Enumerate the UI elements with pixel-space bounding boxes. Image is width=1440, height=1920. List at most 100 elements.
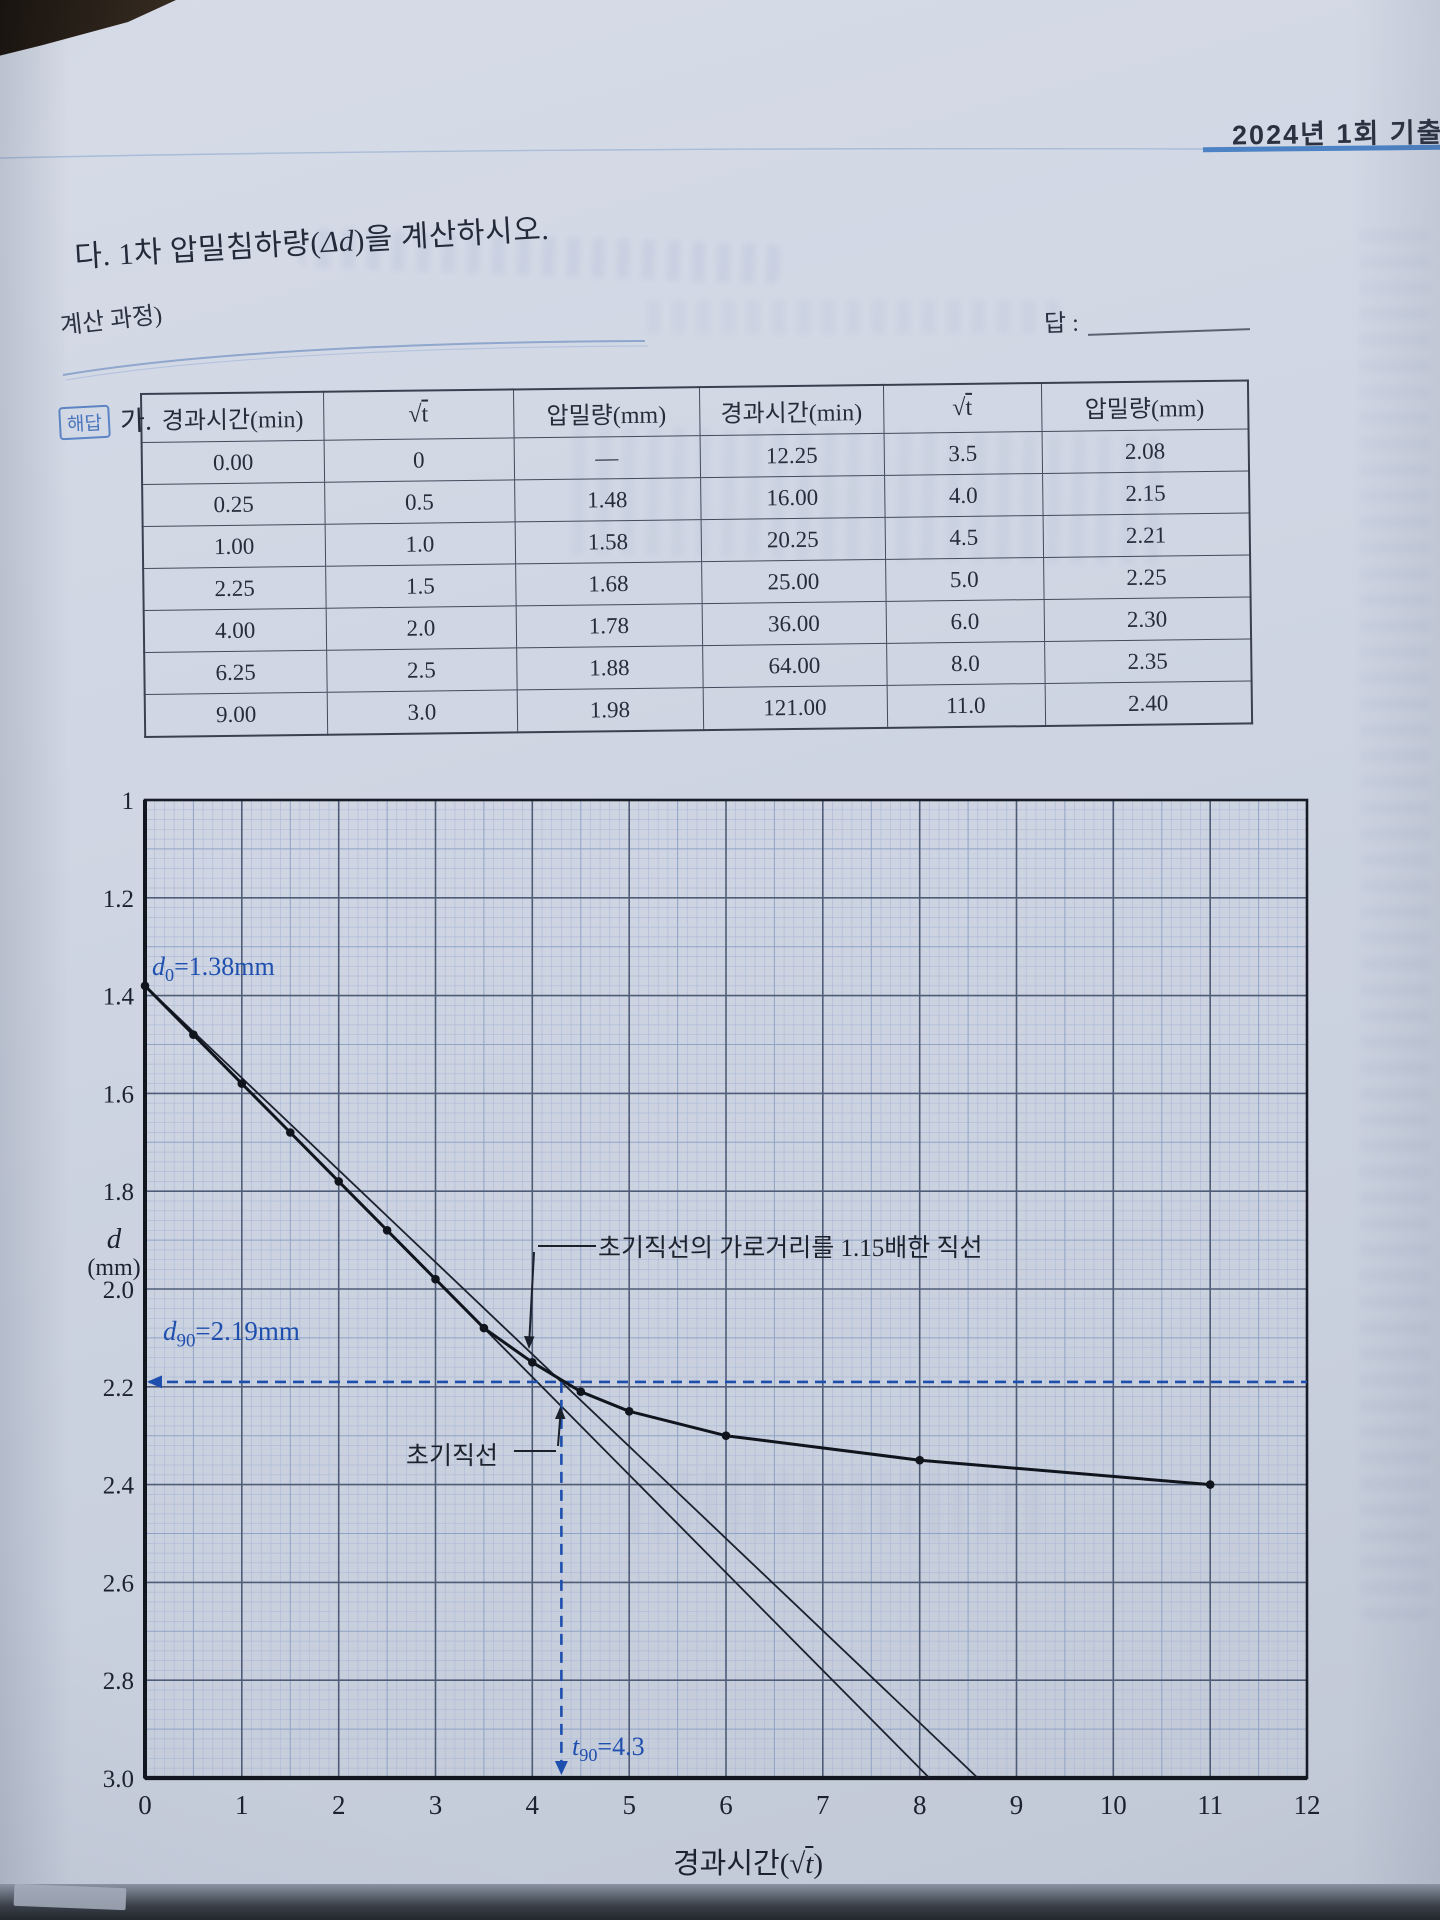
d0-value: =1.38mm <box>174 952 275 981</box>
data-point <box>915 1455 924 1465</box>
table-cell: 2.21 <box>1042 512 1251 558</box>
table-header-cell: 경과시간(min) <box>141 391 324 443</box>
data-point <box>382 1226 392 1235</box>
data-point <box>286 1128 295 1137</box>
table-cell: 0 <box>323 437 515 483</box>
table-cell: 1.5 <box>325 563 516 609</box>
y-tick-label: 2.4 <box>103 1473 135 1500</box>
table-cell: 64.00 <box>702 643 887 688</box>
table-cell: 1.68 <box>515 561 702 606</box>
table-cell: 121.00 <box>702 685 888 731</box>
desk-edge-bottom <box>0 1884 1440 1920</box>
y-tick-label: 3.0 <box>103 1766 134 1793</box>
question-delta-d: Δd <box>319 224 356 260</box>
calc-process-label: 계산 과정) <box>58 302 164 340</box>
solution-badge: 해답 <box>58 404 111 441</box>
table-cell: 4.5 <box>884 515 1044 560</box>
t90-subscript: 90 <box>579 1745 598 1766</box>
table-header-cell: 압밀량(mm) <box>1040 380 1249 432</box>
table-cell: 36.00 <box>701 601 887 646</box>
table-cell: 2.08 <box>1041 428 1250 474</box>
table-cell: 20.25 <box>700 517 886 562</box>
y-tick-label: 2.2 <box>103 1375 134 1402</box>
x-tick-label: 7 <box>816 1790 830 1820</box>
table-cell: 1.88 <box>516 645 703 690</box>
y-tick-label: 2.6 <box>103 1570 134 1597</box>
d90-subscript: 90 <box>176 1330 196 1352</box>
x-tick-label: 8 <box>913 1790 927 1820</box>
answer-blank-line <box>1088 328 1250 336</box>
d90-value: =2.19mm <box>195 1316 300 1346</box>
x-tick-label: 3 <box>429 1790 443 1820</box>
data-point <box>431 1274 440 1284</box>
table-header-cell: √t <box>882 382 1042 434</box>
x-tick-label: 6 <box>719 1790 733 1820</box>
y-tick-label: 1.2 <box>103 886 134 913</box>
d0-symbol: d <box>152 952 165 981</box>
table-cell: 2.35 <box>1044 638 1252 684</box>
table-header-cell: √t <box>322 389 514 441</box>
annotation-t90: t90=4.3 <box>572 1732 645 1766</box>
y-axis-unit: (mm) <box>87 1255 141 1281</box>
y-axis-symbol: d <box>106 1223 122 1255</box>
d90-symbol: d <box>163 1316 177 1346</box>
table-cell: 9.00 <box>144 692 328 737</box>
answer-label: 답 : <box>1043 310 1080 338</box>
desk-corner <box>0 0 176 56</box>
grid-major <box>144 799 1308 1779</box>
d90-arrowhead <box>147 1375 162 1389</box>
table-cell: 25.00 <box>701 559 886 604</box>
grid-medium <box>145 800 1307 1778</box>
table-cell: 11.0 <box>886 683 1046 728</box>
table-cell: 2.40 <box>1044 680 1253 726</box>
data-point <box>334 1177 344 1186</box>
initial-line-arrow <box>557 1413 562 1447</box>
x-axis-title-t: t <box>805 1848 814 1880</box>
data-point <box>140 981 150 991</box>
table-cell: 12.25 <box>699 433 885 478</box>
line-initial <box>144 985 930 1779</box>
data-point <box>528 1358 537 1367</box>
question-number: 다. <box>73 238 112 274</box>
table-cell: — <box>513 435 701 480</box>
data-point <box>237 1079 247 1088</box>
x-axis-title: 경과시간(√t) <box>628 1840 868 1882</box>
table-cell: 2.0 <box>325 605 517 651</box>
table-cell: 1.00 <box>142 524 326 569</box>
calc-underline-curve <box>62 340 646 376</box>
consolidation-data-table-wrap: 경과시간(min) √t 압밀량(mm) 경과시간(min) √t 압밀량(mm) 0.0… <box>140 379 1254 738</box>
bleed-through-smudge <box>640 300 1060 334</box>
data-point <box>576 1387 586 1396</box>
table-cell: 16.00 <box>700 475 885 520</box>
sqrt-radical: √ <box>789 1848 806 1880</box>
grid-fine <box>145 800 1307 1778</box>
y-tick-label: 1.6 <box>103 1081 134 1108</box>
annotation-d0: d0=1.38mm <box>152 952 275 986</box>
y-tick-label: 2.8 <box>103 1668 134 1695</box>
t90-arrowhead <box>554 1761 568 1775</box>
annotation-115-line: 초기직선의 가로거리를 1.15배한 직선 <box>598 1235 983 1262</box>
line-115-arrowhead <box>524 1336 535 1349</box>
table-cell: 8.0 <box>886 641 1045 686</box>
table-cell: 2.5 <box>326 647 517 693</box>
consolidation-data-table: 경과시간(min) √t 압밀량(mm) 경과시간(min) √t 압밀량(mm) 0.0… <box>140 379 1254 738</box>
table-cell: 2.25 <box>1043 554 1251 600</box>
table-cell: 6.0 <box>885 599 1045 644</box>
table-cell: 6.25 <box>144 650 327 695</box>
x-axis-title-prefix: 경과시간( <box>672 1848 790 1880</box>
annotation-d90: d90=2.19mm <box>163 1316 300 1352</box>
question-main: 1차 압밀침하량( <box>109 226 322 272</box>
data-point <box>479 1323 489 1333</box>
table-cell: 4.0 <box>884 473 1043 518</box>
plot-border <box>143 798 1309 1780</box>
page-corner-sliver <box>13 1883 127 1911</box>
x-tick-label: 0 <box>138 1790 152 1820</box>
x-tick-label: 1 <box>235 1790 249 1820</box>
table-cell: 4.00 <box>143 608 327 653</box>
data-point <box>1205 1480 1215 1489</box>
table-cell: 2.15 <box>1042 470 1250 516</box>
bleed-through-smudge <box>620 1470 1040 1540</box>
table-cell: 2.30 <box>1043 596 1252 642</box>
data-point <box>189 1030 198 1039</box>
